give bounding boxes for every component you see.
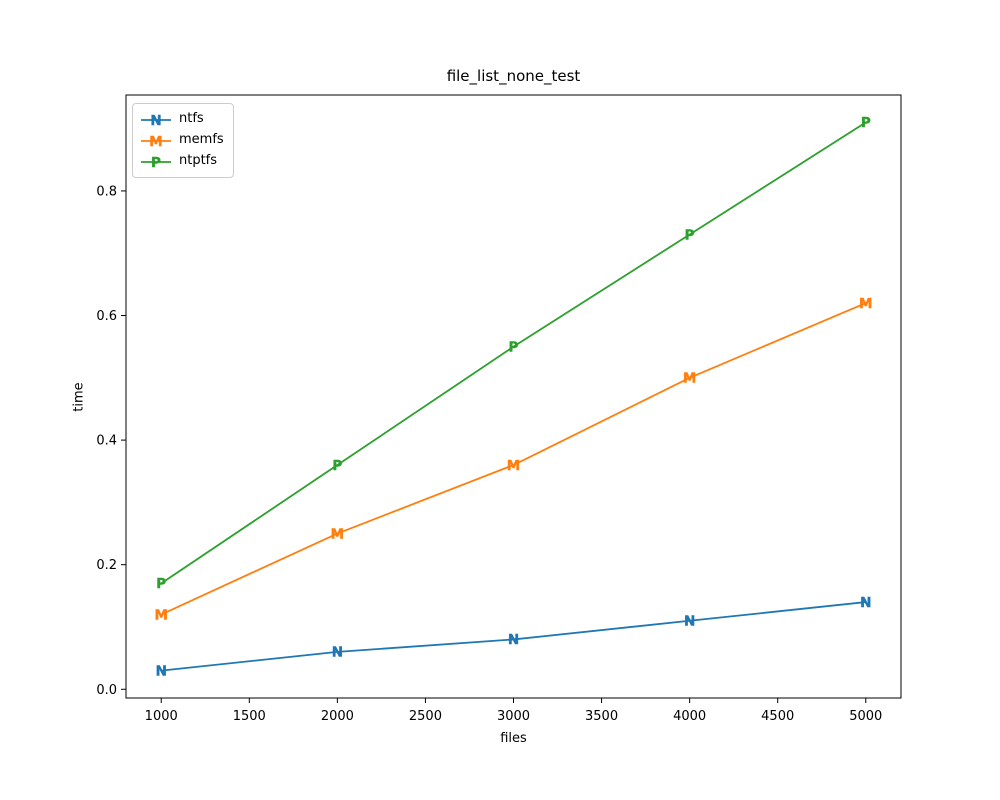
data-point-marker-memfs: M <box>683 371 696 387</box>
x-tick-label: 4000 <box>673 709 706 724</box>
x-tick-label: 1500 <box>233 709 266 724</box>
data-point-marker-memfs: M <box>859 296 872 312</box>
x-tick-label: 2000 <box>321 709 354 724</box>
series-memfs: M M M M M <box>154 296 872 624</box>
legend-marker-ntfs: N <box>150 112 161 127</box>
data-point-marker-memfs: M <box>507 458 520 474</box>
x-axis: 1000 1500 2000 2500 3000 3500 4000 4500 5000 <box>145 698 882 724</box>
y-axis: 0.0 0.2 0.4 0.6 0.8 <box>96 184 126 698</box>
series-ntptfs: P P P P P <box>156 115 871 592</box>
data-point-marker-memfs: M <box>331 526 344 542</box>
y-axis-label: time <box>71 382 87 412</box>
x-tick-label: 5000 <box>849 709 882 724</box>
legend-label-ntptfs: ntptfs <box>179 153 218 168</box>
data-point-marker-ntptfs: P <box>156 576 166 592</box>
y-tick-label: 0.8 <box>96 184 117 199</box>
series-line-memfs <box>160 302 867 616</box>
legend-key-ntfs: N <box>141 112 171 128</box>
series-ntfs: N N N N N <box>155 595 871 680</box>
series-line-ntfs <box>160 601 867 672</box>
legend-marker-ntptfs: P <box>151 154 161 169</box>
data-point-marker-memfs: M <box>155 607 168 623</box>
x-tick-label: 3500 <box>585 709 618 724</box>
legend-key-ntptfs: P <box>141 154 171 170</box>
x-tick-label: 1000 <box>145 709 178 724</box>
x-tick-label: 2500 <box>409 709 442 724</box>
data-point-marker-ntfs: N <box>332 645 343 661</box>
data-point-marker-ntptfs: P <box>332 458 342 474</box>
data-point-marker-ntfs: N <box>156 663 167 679</box>
legend-label-memfs: memfs <box>179 132 224 147</box>
data-point-marker-ntptfs: P <box>685 227 695 243</box>
y-tick-label: 0.0 <box>96 683 117 698</box>
data-point-marker-ntfs: N <box>860 595 871 611</box>
legend-key-memfs: M <box>141 133 171 149</box>
data-point-marker-ntptfs: P <box>861 115 871 131</box>
y-tick-label: 0.6 <box>96 309 117 324</box>
data-point-marker-ntfs: N <box>508 632 519 648</box>
x-tick-label: 4500 <box>761 709 794 724</box>
x-axis-label: files <box>500 731 527 746</box>
plot-area <box>125 94 902 699</box>
y-tick-label: 0.4 <box>96 434 117 449</box>
legend-label-ntfs: ntfs <box>179 111 204 126</box>
series-line-ntptfs <box>160 121 867 585</box>
data-point-marker-ntptfs: P <box>509 339 519 355</box>
data-point-marker-ntfs: N <box>684 614 695 630</box>
legend-marker-memfs: M <box>149 133 162 148</box>
y-tick-label: 0.2 <box>96 558 117 573</box>
x-tick-label: 3000 <box>497 709 530 724</box>
chart-title: file_list_none_test <box>446 67 581 85</box>
